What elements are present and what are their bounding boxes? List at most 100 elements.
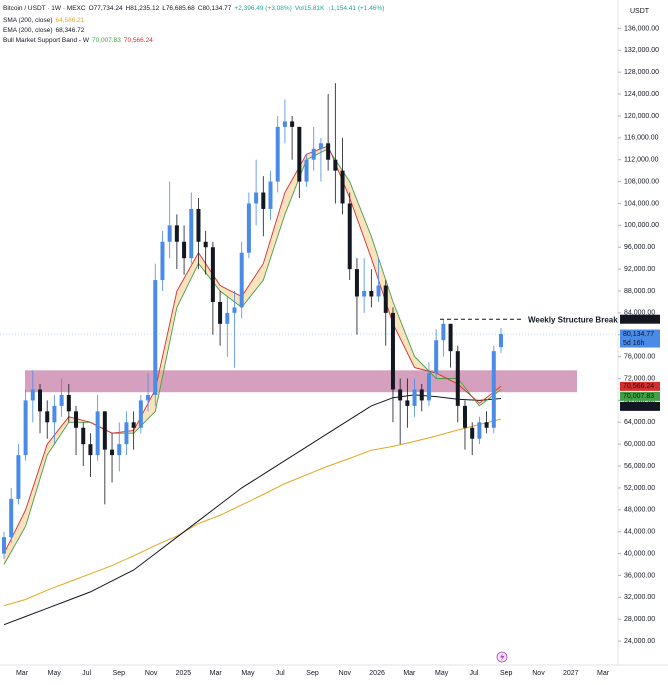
candle-body — [477, 422, 482, 439]
candle-body — [261, 192, 266, 209]
indicator-name: Bull Market Support Band - W — [3, 37, 90, 44]
candle-body — [2, 537, 6, 554]
candle-body — [297, 126, 302, 182]
ohlc-readout: ↑1,154.41 (+1.46%) — [327, 5, 384, 12]
candle-body — [23, 400, 28, 456]
x-tick-label: Jul — [469, 670, 478, 677]
price-tag-label: 70,007.83 — [623, 393, 654, 400]
y-tick-label: 36,000.00 — [624, 572, 655, 579]
y-tick-label: 132,000.00 — [624, 47, 659, 54]
y-tick-label: 112,000.00 — [624, 157, 659, 164]
price-tag-label: 80,134.77 — [623, 331, 654, 338]
indicator-value: 64,586.21 — [56, 17, 85, 24]
candle-body — [124, 422, 129, 445]
y-tick-label: 104,000.00 — [624, 200, 659, 207]
candle-body — [196, 208, 201, 242]
candle-body — [441, 323, 446, 341]
y-tick-label: 76,000.00 — [624, 353, 655, 360]
candle-body — [9, 498, 14, 538]
x-tick-label: Mar — [210, 670, 223, 677]
candle-body — [405, 400, 410, 406]
y-tick-label: 32,000.00 — [624, 594, 655, 601]
candle-body — [182, 241, 187, 259]
indicator-line — [3, 145, 502, 554]
candle-body — [210, 247, 215, 302]
candle-body — [189, 208, 194, 259]
candle-body — [383, 285, 388, 313]
x-tick-label: 2027 — [563, 670, 579, 677]
indicator-value: 70,007.83 — [92, 37, 121, 44]
candle-body — [282, 121, 287, 127]
price-tag — [620, 381, 660, 391]
candle-body — [218, 301, 223, 324]
x-tick-label: 2025 — [176, 670, 192, 677]
candle-body — [174, 225, 179, 242]
event-icon-bolt — [500, 653, 505, 661]
candle-body — [290, 121, 295, 127]
candle-body — [59, 394, 64, 406]
candle-body — [95, 411, 100, 456]
candle-body — [304, 159, 309, 182]
candle-body — [45, 411, 50, 423]
candle-body — [239, 252, 244, 308]
candle-body — [369, 291, 374, 297]
y-tick-label: 128,000.00 — [624, 69, 659, 76]
candle-body — [340, 170, 345, 204]
candle-body — [81, 427, 86, 445]
candle-body — [153, 280, 158, 395]
y-tick-label: 100,000.00 — [624, 222, 659, 229]
candle-body — [354, 269, 359, 297]
y-tick-label: 124,000.00 — [624, 91, 659, 98]
ohlc-readout: O77,734.24 — [89, 5, 123, 12]
candle-body — [455, 351, 460, 406]
candle-body — [275, 126, 280, 182]
y-tick-label: 24,000.00 — [624, 638, 655, 645]
candle-body — [362, 291, 367, 297]
y-tick-label: 52,000.00 — [624, 485, 655, 492]
x-tick-label: Sep — [113, 670, 126, 677]
candle-body — [390, 312, 395, 390]
y-tick-label: 88,000.00 — [624, 288, 655, 295]
price-tag — [620, 314, 660, 324]
indicator-line — [3, 418, 502, 607]
y-tick-label: 96,000.00 — [624, 244, 655, 251]
indicator-value: 68,346.72 — [56, 27, 85, 34]
candle-body — [232, 307, 237, 313]
structure-break-label: Weekly Structure Break — [528, 315, 618, 324]
y-tick-label: 60,000.00 — [624, 441, 655, 448]
candle-body — [246, 203, 251, 253]
x-tick-label: Nov — [339, 670, 352, 677]
candle-body — [434, 340, 439, 374]
indicator-line — [3, 394, 502, 626]
x-tick-label: Mar — [597, 670, 610, 677]
x-tick-label: Mar — [403, 670, 416, 677]
indicator-legend: SMA (200, close) 64,586.21 — [3, 17, 85, 24]
candle-body — [225, 312, 230, 324]
ohlc-readout: L76,685.68 — [162, 5, 195, 12]
price-tag — [620, 401, 660, 411]
y-tick-label: 48,000.00 — [624, 507, 655, 514]
candle-body — [74, 411, 79, 428]
candle-body — [491, 351, 496, 428]
symbol: Bitcoin / USDT · 1W · MEXC — [3, 5, 86, 12]
candle-body — [347, 203, 352, 270]
price-tag-label: 68,346.72 — [623, 403, 654, 410]
candle-body — [268, 181, 273, 209]
candle-body — [160, 241, 165, 281]
y-tick-label: 72,000.00 — [624, 375, 655, 382]
candle-body — [470, 427, 475, 439]
candle-body — [102, 411, 107, 450]
x-tick-label: Nov — [532, 670, 545, 677]
x-tick-label: Nov — [145, 670, 158, 677]
x-tick-label: Sep — [500, 670, 513, 677]
y-tick-label: 120,000.00 — [624, 113, 659, 120]
candle-body — [254, 192, 259, 204]
price-tag — [620, 329, 660, 348]
price-tag-label: 82,844.77 — [623, 316, 654, 323]
candle-body — [38, 389, 43, 412]
ohlc-readout: +2,396.49 (+3.08%) — [234, 5, 291, 12]
indicator-name: EMA (200, close) — [3, 27, 53, 34]
currency: USDT — [630, 8, 650, 15]
